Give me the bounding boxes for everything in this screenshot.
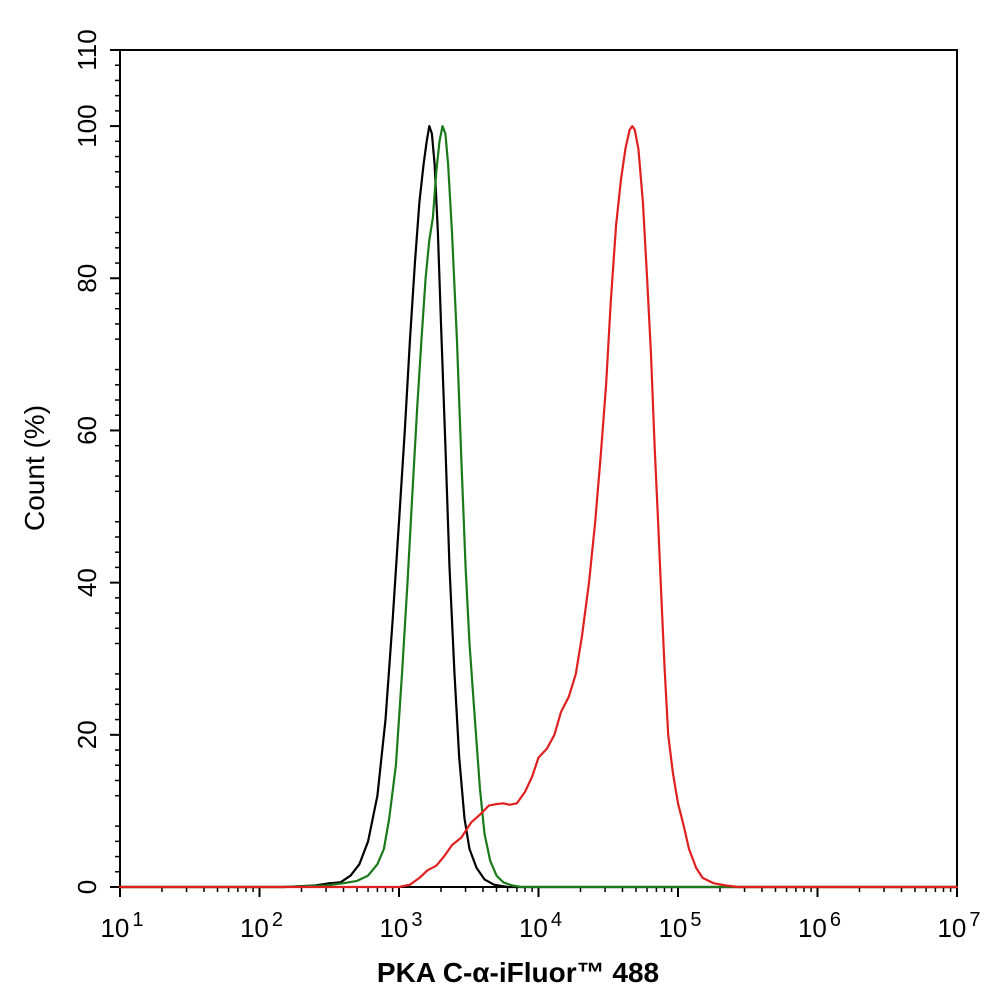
x-axis-title: PKA C-α-iFluor™ 488 xyxy=(377,957,659,988)
x-tick-label: 10 2 xyxy=(240,909,283,943)
x-tick-label: 10 3 xyxy=(379,909,422,943)
series-layer xyxy=(118,125,959,889)
x-tick-label: 10 4 xyxy=(519,909,562,943)
plot-frame xyxy=(119,49,958,888)
x-tick-label: 10 7 xyxy=(937,909,980,943)
x-tick-label: 10 6 xyxy=(798,909,841,943)
y-tick-label: 0 xyxy=(72,880,102,894)
y-tick-label: 80 xyxy=(72,264,102,293)
x-tick-label: 10 1 xyxy=(100,909,143,943)
y-tick-label: 110 xyxy=(72,29,102,70)
y-tick-label: 60 xyxy=(72,416,102,445)
y-tick-label: 100 xyxy=(72,104,102,147)
y-axis-minor-ticks xyxy=(115,64,120,873)
series-line-2 xyxy=(118,125,959,889)
series-line-1 xyxy=(118,125,959,889)
series-line-3 xyxy=(118,125,959,889)
x-tick-label: 10 5 xyxy=(658,909,701,943)
y-tick-label: 20 xyxy=(72,720,102,749)
y-axis-title: Count (%) xyxy=(19,405,50,531)
y-axis-ticks: 0 20 40 60 80 100 110 xyxy=(72,29,120,894)
x-axis-ticks: 10 1 10 2 10 3 10 4 10 5 10 6 10 7 xyxy=(100,887,981,943)
y-tick-label: 40 xyxy=(72,568,102,597)
